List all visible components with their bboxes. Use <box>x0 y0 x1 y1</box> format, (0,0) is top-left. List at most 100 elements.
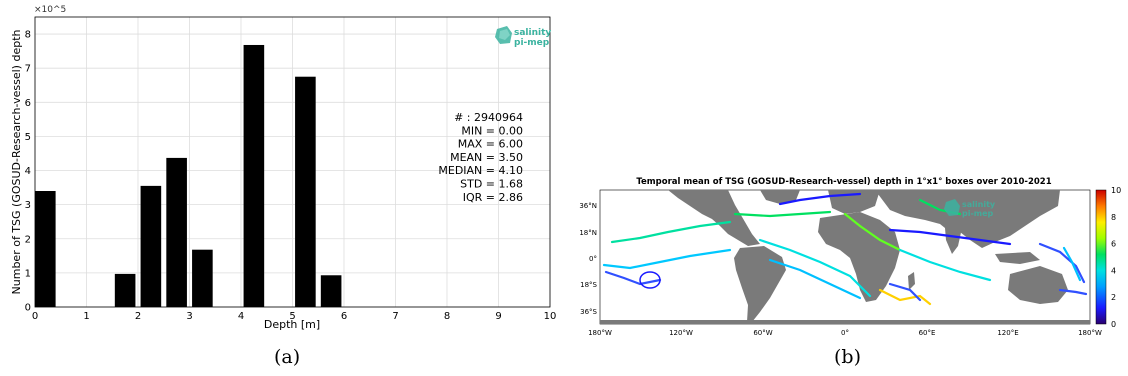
y-tick-label: 8 <box>25 30 31 41</box>
y-tick-label: 3 <box>25 200 31 211</box>
map-logo-text-line2: pi-mep <box>962 209 994 218</box>
lon-tick-label: 120°W <box>669 329 693 337</box>
land-asia <box>875 190 1060 248</box>
ship-track <box>610 220 732 244</box>
x-tick-label: 0 <box>32 311 38 322</box>
land-india <box>945 228 962 254</box>
ship-track <box>733 210 832 218</box>
colorbar-tick-label: 6 <box>1111 240 1116 249</box>
x-tick-label: 1 <box>83 311 89 322</box>
bars <box>35 44 342 308</box>
x-tick-label: 9 <box>495 311 501 322</box>
bar <box>140 185 162 307</box>
land-masses <box>600 190 1090 324</box>
bar <box>243 44 265 307</box>
colorbar-tick-label: 2 <box>1111 293 1116 302</box>
lon-tick-label: 60°E <box>919 329 936 337</box>
y-tick-label: 2 <box>25 234 31 245</box>
y-tick-label: 7 <box>25 64 31 75</box>
colorbar-tick-label: 4 <box>1111 266 1116 275</box>
longitude-tick-labels: 180°W 120°W 60°W 0° 60°E 120°E 180°W <box>588 329 1102 337</box>
bar <box>166 157 187 307</box>
lat-tick-label: 18°N <box>579 229 597 237</box>
stats-line: # : 2940964 <box>454 111 523 124</box>
lon-tick-label: 180°W <box>1078 329 1102 337</box>
lat-tick-label: 18°S <box>580 281 597 289</box>
logo-text-line1: salinity <box>514 28 551 38</box>
plot-frame <box>34 16 551 308</box>
x-axis-label: Depth [m] <box>264 318 320 330</box>
land-africa <box>818 212 900 302</box>
histogram-chart: 0 1 2 3 4 5 6 7 8 9 10 0 1 2 3 4 5 6 7 8 Depth [m] Number … <box>10 5 557 330</box>
lon-tick-label: 60°W <box>753 329 772 337</box>
ship-track <box>1058 288 1088 296</box>
ship-track <box>778 192 862 206</box>
ship-track <box>898 248 992 282</box>
colorbar-tick-label: 0 <box>1111 320 1116 329</box>
x-tick-label: 6 <box>341 311 347 322</box>
ship-track <box>843 212 902 252</box>
y-tick-label: 0 <box>25 303 31 314</box>
x-tick-label: 4 <box>238 311 244 322</box>
land-south-america <box>734 246 786 322</box>
lat-tick-label: 0° <box>589 255 597 263</box>
stats-line: MAX = 6.00 <box>458 138 523 151</box>
map-logo-icon <box>944 199 960 216</box>
x-tick-label: 7 <box>392 311 398 322</box>
stats-line: MEDIAN = 4.10 <box>438 164 523 177</box>
x-tick-labels: 0 1 2 3 4 5 6 7 8 9 10 <box>32 311 557 322</box>
y-axis-label: Number of TSG (GOSUD-Research-vessel) de… <box>10 29 23 294</box>
bar <box>114 273 136 307</box>
x-tick-label: 3 <box>186 311 192 322</box>
caption-b: (b) <box>834 346 861 368</box>
lon-tick-label: 120°E <box>997 329 1018 337</box>
y-tick-label: 4 <box>25 166 31 177</box>
y-tick-label: 5 <box>25 132 31 143</box>
stats-line: MEAN = 3.50 <box>450 151 523 164</box>
ship-track <box>1038 242 1086 284</box>
ship-track <box>1062 246 1082 282</box>
colorbar-tick-labels: 10 8 6 4 2 0 <box>1111 186 1121 329</box>
ship-track <box>758 238 872 298</box>
bar <box>295 76 316 308</box>
x-tick-label: 8 <box>444 311 450 322</box>
y-tick-label: 6 <box>25 98 31 109</box>
latitude-tick-labels: 36°N 18°N 0° 18°S 36°S <box>579 202 597 316</box>
land-madagascar <box>908 272 915 290</box>
caption-a: (a) <box>274 346 301 368</box>
stats-line: MIN = 0.00 <box>461 124 523 137</box>
bar <box>320 275 342 307</box>
y-tick-label: 1 <box>25 268 31 279</box>
lon-tick-label: 0° <box>841 329 849 337</box>
x-tick-label: 5 <box>289 311 295 322</box>
ship-track-loop <box>639 271 661 289</box>
ship-track <box>768 258 862 300</box>
land-antarctica <box>600 320 1090 324</box>
x-tick-label: 2 <box>135 311 141 322</box>
ship-tracks <box>602 192 1088 306</box>
stats-line: STD = 1.68 <box>460 178 523 191</box>
colorbar-tick-label: 8 <box>1111 213 1116 222</box>
land-greenland <box>760 190 800 204</box>
colorbar-tick-label: 10 <box>1111 186 1121 195</box>
map-logo: salinity pi-mep <box>944 199 996 218</box>
stats-line: IQR = 2.86 <box>463 191 523 204</box>
bar <box>35 191 56 307</box>
land-north-america <box>668 190 760 246</box>
lat-tick-label: 36°N <box>579 202 597 210</box>
salinity-logo: salinity pi-mep <box>495 26 551 48</box>
land-indonesia <box>995 252 1040 264</box>
x-tick-label: 10 <box>544 311 557 322</box>
lon-tick-label: 180°W <box>588 329 612 337</box>
y-tick-labels: 0 1 2 3 4 5 6 7 8 <box>25 30 31 314</box>
logo-text-line2: pi-mep <box>514 38 550 48</box>
y-multiplier: ×10^5 <box>34 5 66 15</box>
ship-track <box>602 248 732 270</box>
ship-track <box>888 228 1012 246</box>
ship-track <box>888 282 922 302</box>
map-logo-text-line1: salinity <box>962 200 996 209</box>
lat-tick-label: 36°S <box>580 308 597 316</box>
map-title: Temporal mean of TSG (GOSUD-Research-ves… <box>636 177 1051 187</box>
